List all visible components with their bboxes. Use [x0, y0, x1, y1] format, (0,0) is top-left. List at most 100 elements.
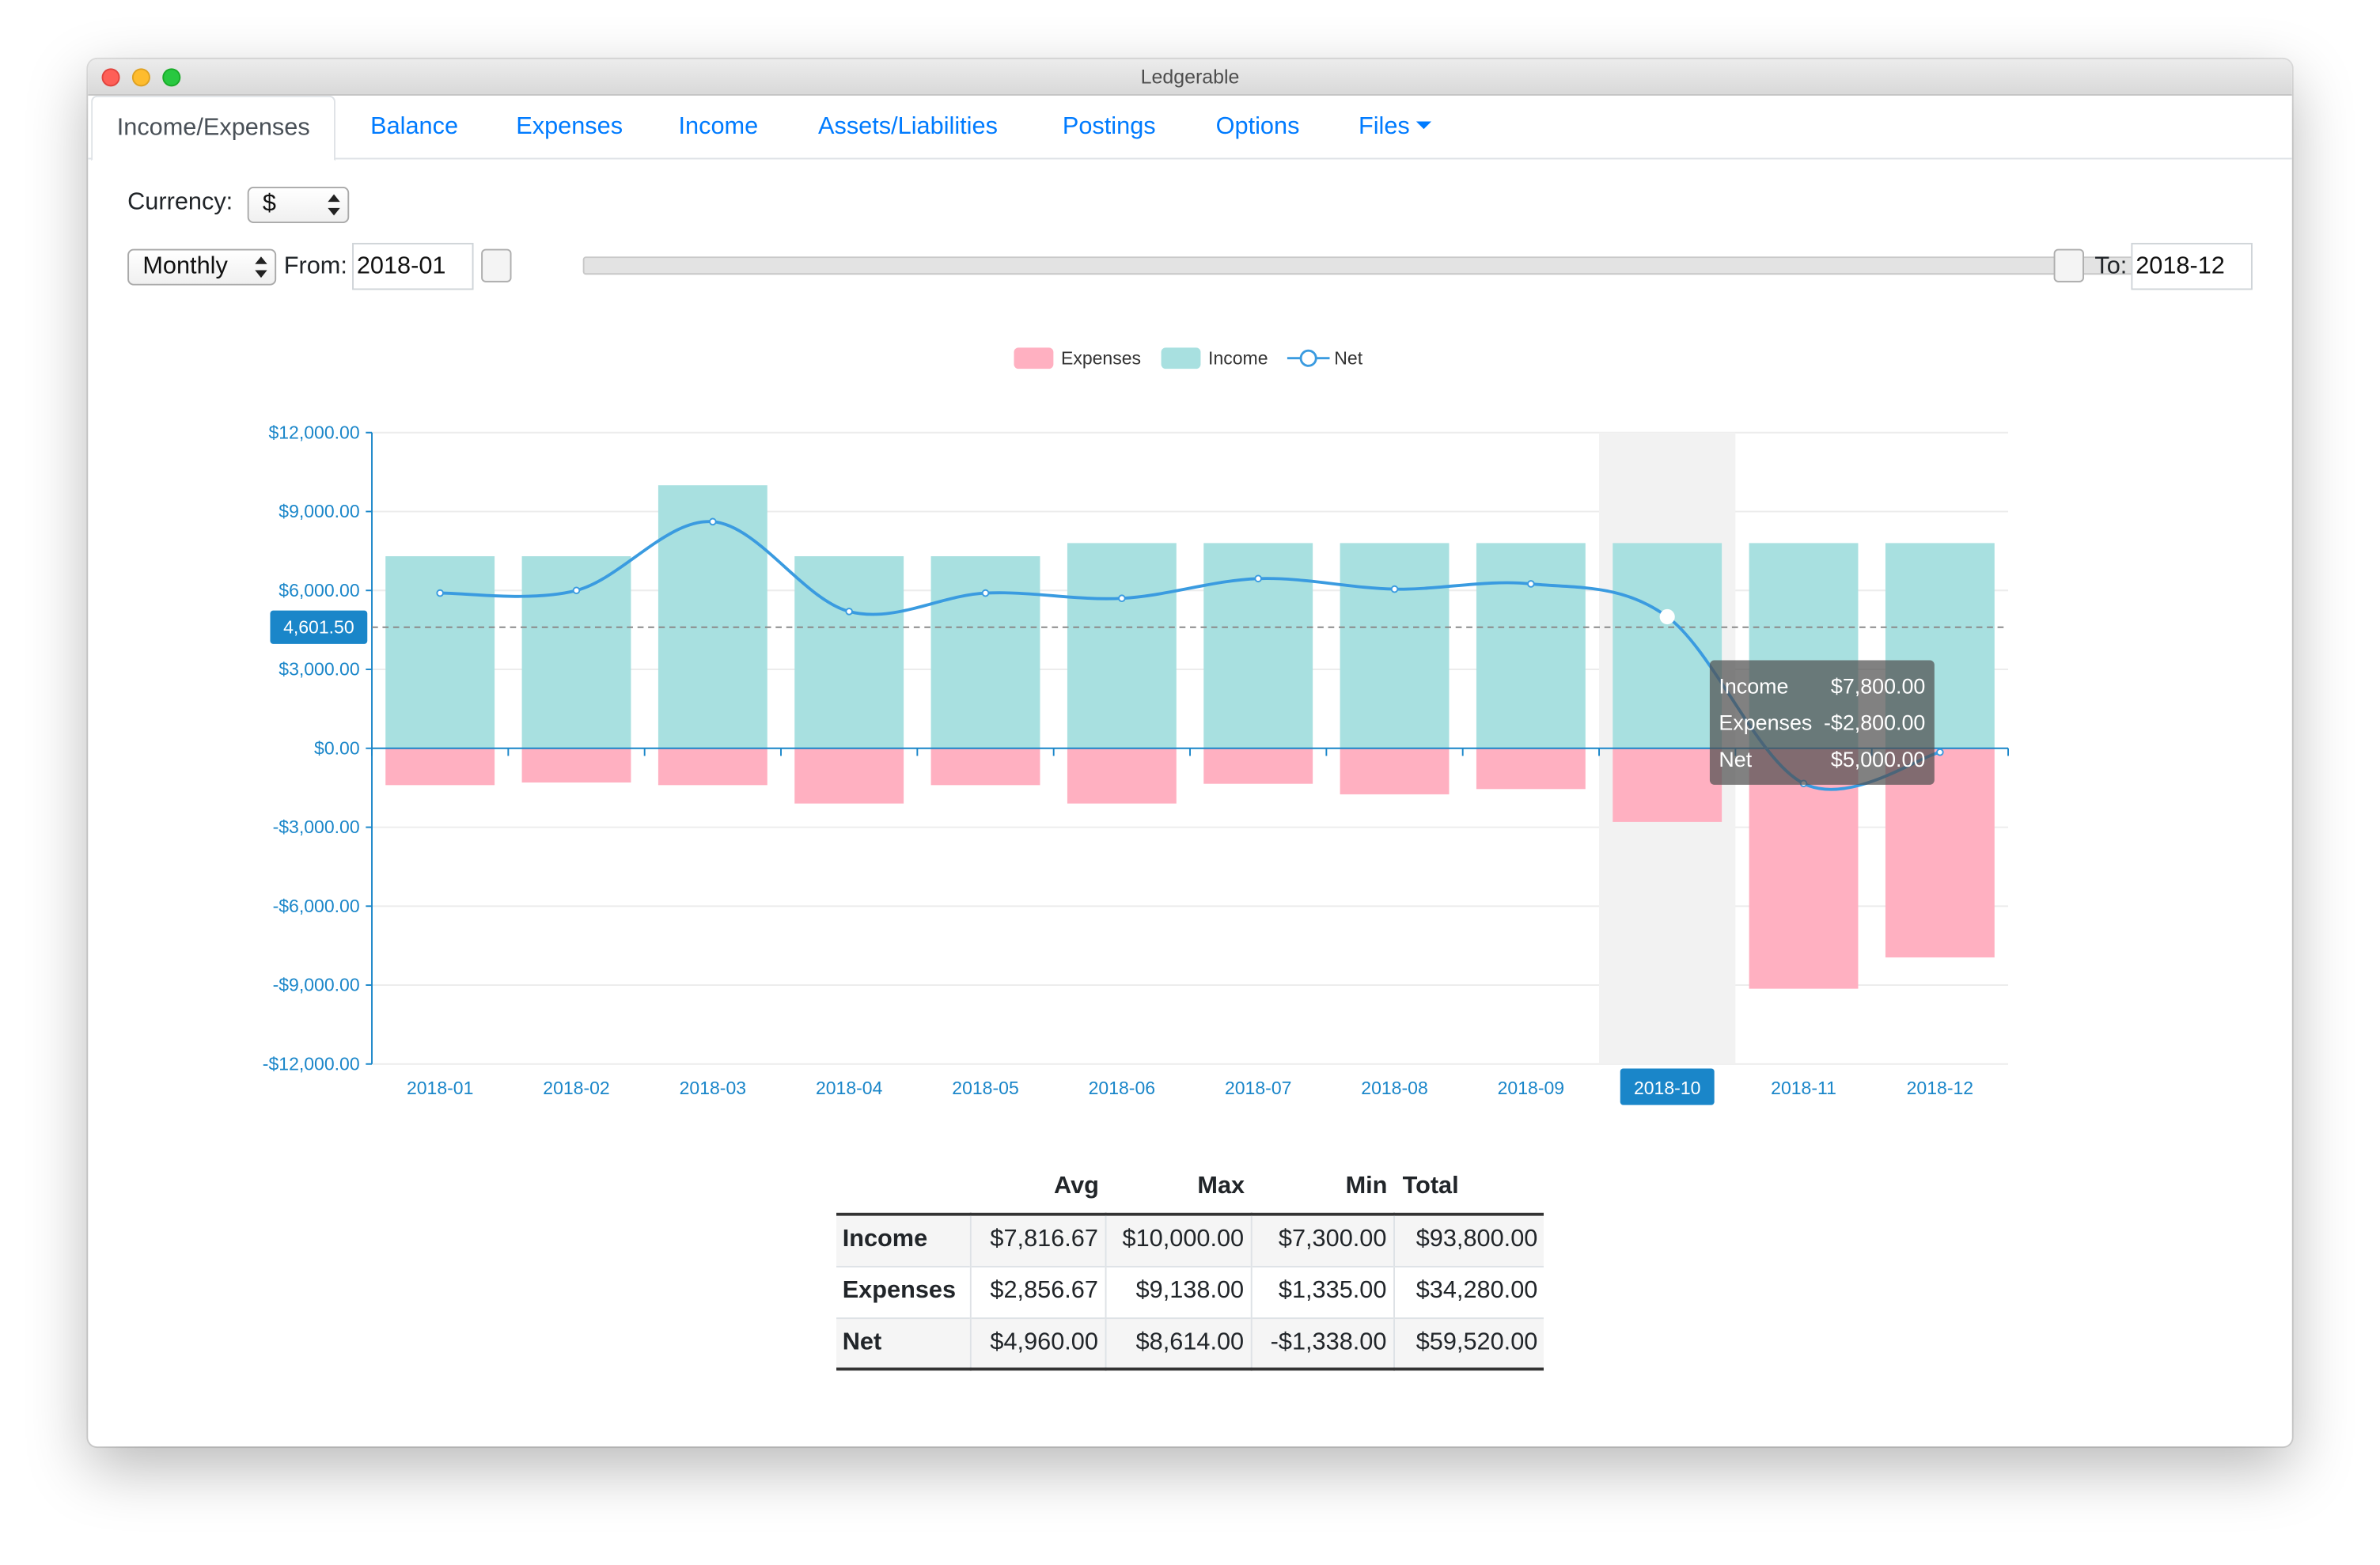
expenses-bar[interactable] — [658, 748, 767, 786]
summary-cell: $9,138.00 — [1104, 1265, 1251, 1318]
currency-label: Currency: — [127, 189, 233, 216]
y-tick-label: $6,000.00 — [279, 580, 359, 601]
income-bar[interactable] — [930, 556, 1040, 748]
y-tick-label: $12,000.00 — [268, 422, 359, 442]
expenses-bar[interactable] — [1067, 748, 1177, 804]
select-arrows-icon — [328, 194, 340, 216]
tab-assets-liabilities[interactable]: Assets/Liabilities — [818, 113, 998, 140]
tab-files-label: Files — [1358, 113, 1410, 140]
date-range-slider-track[interactable] — [582, 256, 2165, 275]
summary-row-label: Net — [836, 1317, 970, 1370]
y-tick-label: -$12,000.00 — [263, 1053, 360, 1074]
tooltip-series-name: Income — [1719, 675, 1788, 699]
expenses-bar[interactable] — [521, 748, 631, 782]
tooltip-series-value: $7,800.00 — [1831, 675, 1925, 699]
summary-cell: $4,960.00 — [968, 1317, 1105, 1370]
chart-tooltip — [1709, 660, 1935, 785]
net-point[interactable] — [845, 608, 853, 616]
y-tick-label: -$9,000.00 — [273, 975, 360, 995]
summary-row-label: Expenses — [842, 1278, 957, 1304]
income-expenses-chart[interactable]: $12,000.00 $9,000.00 $6,000.00 $3,000.00 $0.… — [88, 408, 2292, 1167]
net-point[interactable] — [1659, 608, 1675, 625]
summary-cell: $8,614.00 — [1104, 1317, 1251, 1370]
date-range-start-handle[interactable] — [481, 248, 512, 282]
close-window-button[interactable] — [101, 68, 120, 87]
income-bar[interactable] — [1613, 543, 1722, 748]
expenses-bar[interactable] — [1476, 748, 1586, 790]
summary-cell: $7,816.67 — [968, 1214, 1105, 1266]
tooltip-series-value: -$2,800.00 — [1824, 711, 1925, 735]
x-tick-label: 2018-09 — [1498, 1078, 1564, 1098]
net-line[interactable] — [440, 520, 1941, 791]
net-point[interactable] — [1118, 594, 1126, 603]
tab-options[interactable]: Options — [1215, 113, 1300, 140]
x-tick-label: 2018-01 — [407, 1078, 473, 1098]
expenses-bar[interactable] — [794, 748, 904, 804]
zoom-window-button[interactable] — [162, 68, 181, 87]
summary-cell: $34,280.00 — [1393, 1265, 1544, 1318]
tab-expenses[interactable]: Expenses — [516, 113, 623, 140]
x-tick-label: 2018-11 — [1771, 1078, 1836, 1098]
title-bar: Ledgerable — [88, 59, 2292, 96]
tooltip-series-name: Expenses — [1719, 711, 1812, 735]
net-point[interactable] — [1390, 585, 1399, 593]
to-date-input[interactable]: 2018-12 — [2131, 242, 2253, 290]
y-tick-label: $0.00 — [314, 737, 360, 758]
currency-select[interactable]: $ — [247, 186, 350, 224]
x-tick-label: 2018-12 — [1907, 1078, 1973, 1098]
net-point[interactable] — [709, 517, 717, 526]
income-bar[interactable] — [1476, 543, 1586, 748]
summary-row-expenses: Expenses $2,856.67 $9,138.00 $1,335.00 $… — [836, 1265, 1544, 1318]
main-tabs: Income/Expenses Balance Expenses Income … — [88, 95, 2292, 161]
net-point[interactable] — [981, 589, 990, 597]
summary-header-row: Avg Max Min Total — [836, 1164, 1544, 1214]
income-bar[interactable] — [1067, 543, 1177, 748]
summary-cell: $59,520.00 — [1393, 1317, 1544, 1370]
legend-swatch-net — [1287, 349, 1330, 367]
summary-row-income: Income $7,816.67 $10,000.00 $7,300.00 $9… — [836, 1214, 1544, 1266]
x-tick-label: 2018-04 — [816, 1078, 883, 1098]
income-bar[interactable] — [1203, 543, 1313, 748]
y-tick-label: -$3,000.00 — [273, 817, 360, 837]
tab-balance[interactable]: Balance — [370, 113, 459, 140]
income-bar[interactable] — [385, 556, 495, 748]
legend-label-net[interactable]: Net — [1334, 347, 1363, 369]
expenses-bar[interactable] — [385, 748, 495, 786]
legend-label-expenses[interactable]: Expenses — [1060, 347, 1142, 369]
from-label: From: — [283, 253, 347, 279]
summary-row-net: Net $4,960.00 $8,614.00 -$1,338.00 $59,5… — [836, 1317, 1544, 1370]
expenses-bar[interactable] — [1340, 748, 1450, 794]
summary-cell: $2,856.67 — [968, 1265, 1105, 1318]
net-point[interactable] — [436, 589, 444, 597]
x-tick-label: 2018-05 — [952, 1078, 1018, 1098]
expenses-bar[interactable] — [1203, 748, 1313, 784]
x-tick-label: 2018-02 — [543, 1078, 609, 1098]
x-tick-label: 2018-03 — [680, 1078, 746, 1098]
x-tick-label: 2018-07 — [1225, 1078, 1291, 1098]
net-point[interactable] — [1936, 748, 1944, 756]
summary-cell: $1,335.00 — [1249, 1265, 1394, 1318]
expenses-bar[interactable] — [1613, 748, 1722, 822]
x-tick-label: 2018-10 — [1634, 1078, 1700, 1098]
expenses-bar[interactable] — [930, 748, 1040, 786]
income-bar[interactable] — [521, 556, 631, 748]
tooltip-series-value: $5,000.00 — [1831, 748, 1925, 771]
y-tick-label: $9,000.00 — [279, 501, 359, 521]
tab-income-expenses[interactable]: Income/Expenses — [91, 95, 336, 161]
legend-label-income[interactable]: Income — [1208, 347, 1268, 369]
tab-postings[interactable]: Postings — [1062, 113, 1156, 140]
tab-income[interactable]: Income — [678, 113, 759, 140]
summary-header-max: Max — [1197, 1173, 1245, 1199]
tab-files[interactable]: Files — [1359, 96, 1431, 160]
summary-cell: $93,800.00 — [1393, 1214, 1544, 1266]
income-bar[interactable] — [1340, 543, 1450, 748]
date-range-end-handle[interactable] — [2053, 248, 2084, 282]
period-select[interactable]: Monthly — [127, 248, 277, 286]
from-date-input[interactable]: 2018-01 — [352, 242, 474, 290]
minimize-window-button[interactable] — [131, 68, 150, 87]
net-point[interactable] — [1527, 580, 1535, 588]
net-point[interactable] — [572, 586, 581, 595]
tooltip-series-name: Net — [1719, 748, 1752, 771]
net-point[interactable] — [1254, 574, 1262, 583]
income-bar[interactable] — [794, 556, 904, 748]
